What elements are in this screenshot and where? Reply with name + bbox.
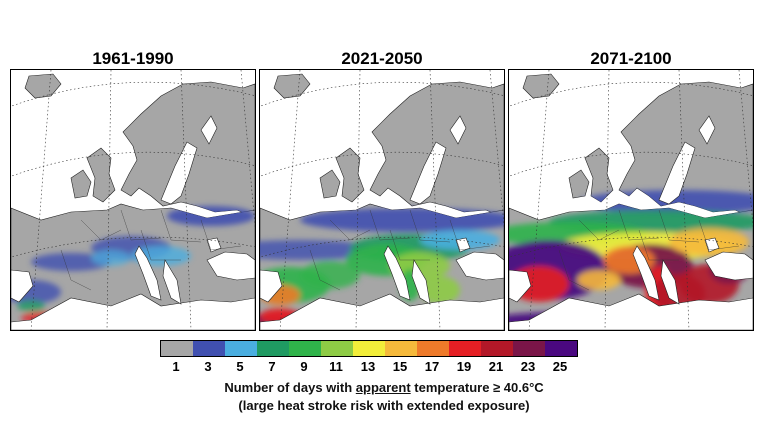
legend-label: 17 (424, 359, 440, 374)
legend-swatch (513, 341, 545, 356)
legend-swatch (257, 341, 289, 356)
legend-label: 11 (329, 359, 343, 374)
legend-label: 9 (300, 359, 308, 374)
legend-label: 7 (268, 359, 276, 374)
legend-label: 5 (236, 359, 244, 374)
legend-caption-line-2: (large heat stroke risk with extended ex… (238, 398, 530, 413)
legend-label: 23 (520, 359, 536, 374)
legend-label: 15 (392, 359, 408, 374)
legend-swatch (161, 341, 193, 356)
legend-swatch (193, 341, 225, 356)
legend-swatch (289, 341, 321, 356)
europe-map-2021-2050 (260, 70, 504, 330)
legend-swatch (385, 341, 417, 356)
legend-label: 25 (552, 359, 568, 374)
legend-swatch (481, 341, 513, 356)
legend-label: 21 (488, 359, 504, 374)
map-panel-2021-2050 (259, 69, 505, 331)
legend-label: 1 (172, 359, 180, 374)
legend-label: 19 (456, 359, 472, 374)
europe-map-1961-1990 (11, 70, 255, 330)
legend-swatch (321, 341, 353, 356)
legend-label: 3 (204, 359, 212, 374)
color-legend-bar (160, 340, 578, 357)
europe-map-2071-2100 (509, 70, 753, 330)
map-panel-2071-2100 (508, 69, 754, 331)
panel-title-2021-2050: 2021-2050 (341, 49, 423, 68)
legend-swatch (417, 341, 449, 356)
map-panel-1961-1990 (10, 69, 256, 331)
legend-swatch (449, 341, 481, 356)
legend-swatch (353, 341, 385, 356)
legend-label: 13 (360, 359, 376, 374)
legend-swatch (545, 341, 577, 356)
legend-caption-line-1: Number of days with apparent temperature… (224, 380, 544, 395)
panel-title-1961-1990: 1961-1990 (92, 49, 174, 68)
legend-swatch (225, 341, 257, 356)
panel-title-2071-2100: 2071-2100 (590, 49, 672, 68)
